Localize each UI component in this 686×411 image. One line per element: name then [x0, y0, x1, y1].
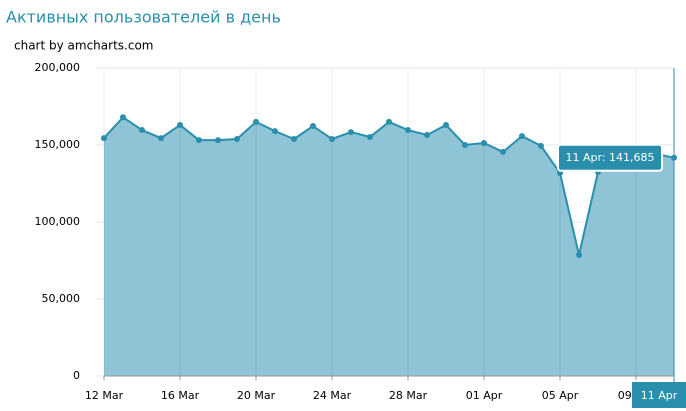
point — [405, 127, 411, 134]
point — [234, 135, 240, 142]
chart-title: Активных пользователей в день — [6, 8, 281, 27]
point — [139, 127, 145, 134]
point — [519, 133, 525, 140]
point — [576, 251, 582, 258]
point — [310, 123, 316, 130]
area — [104, 117, 674, 376]
cursor-label-box — [632, 382, 686, 408]
point — [158, 135, 164, 142]
x-tick-label: 16 Mar — [161, 389, 200, 402]
point — [101, 135, 107, 142]
point — [443, 121, 449, 128]
tooltip-text: 11 Apr: 141,685 — [565, 151, 654, 164]
chart-subtitle: chart by amcharts.com — [14, 39, 153, 53]
point — [500, 148, 506, 155]
point — [462, 142, 468, 148]
y-tick-label: 100,000 — [35, 215, 81, 228]
x-tick-label: 28 Mar — [389, 389, 428, 402]
tooltip-box — [557, 143, 663, 172]
x-tick-label: 12 Mar — [85, 389, 124, 402]
x-tick-label: 01 Apr — [466, 389, 503, 402]
point — [386, 118, 392, 125]
point — [215, 137, 221, 144]
point — [196, 137, 202, 144]
y-tick-label: 0 — [73, 369, 80, 382]
point — [367, 133, 373, 140]
y-tick-label: 200,000 — [35, 61, 81, 74]
cursor-label: 11 Apr — [641, 389, 678, 402]
point — [348, 129, 354, 136]
point — [538, 142, 544, 149]
x-tick-label: 05 Apr — [542, 389, 579, 402]
y-tick-label: 150,000 — [35, 138, 81, 151]
point — [481, 139, 487, 146]
point — [272, 128, 278, 135]
x-tick-label: 24 Mar — [313, 389, 352, 402]
point — [424, 131, 430, 138]
x-tick-label: 20 Mar — [237, 389, 276, 402]
point — [253, 118, 259, 125]
point — [120, 114, 126, 121]
point — [329, 135, 335, 142]
y-tick-label: 50,000 — [42, 292, 81, 305]
point — [291, 135, 297, 142]
point — [177, 121, 183, 128]
